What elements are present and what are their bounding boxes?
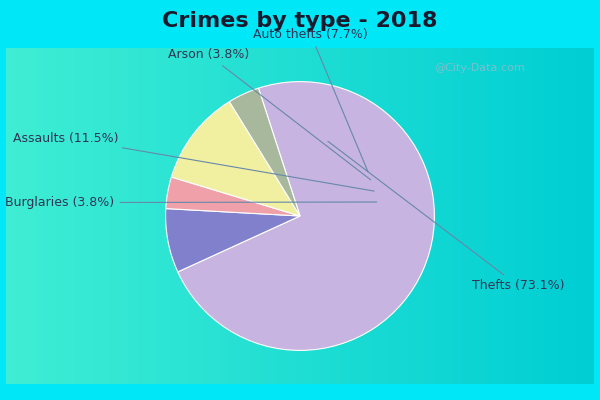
Text: Thefts (73.1%): Thefts (73.1%) xyxy=(328,141,565,292)
Text: Burglaries (3.8%): Burglaries (3.8%) xyxy=(5,196,377,209)
Wedge shape xyxy=(172,102,300,216)
Wedge shape xyxy=(166,177,300,216)
Wedge shape xyxy=(229,88,300,216)
Text: Crimes by type - 2018: Crimes by type - 2018 xyxy=(162,11,438,31)
Text: Arson (3.8%): Arson (3.8%) xyxy=(167,48,371,180)
Wedge shape xyxy=(178,82,434,350)
Text: Auto thefts (7.7%): Auto thefts (7.7%) xyxy=(253,28,368,172)
Text: @City-Data.com: @City-Data.com xyxy=(434,63,526,73)
Wedge shape xyxy=(166,208,300,272)
Text: Assaults (11.5%): Assaults (11.5%) xyxy=(13,132,374,191)
